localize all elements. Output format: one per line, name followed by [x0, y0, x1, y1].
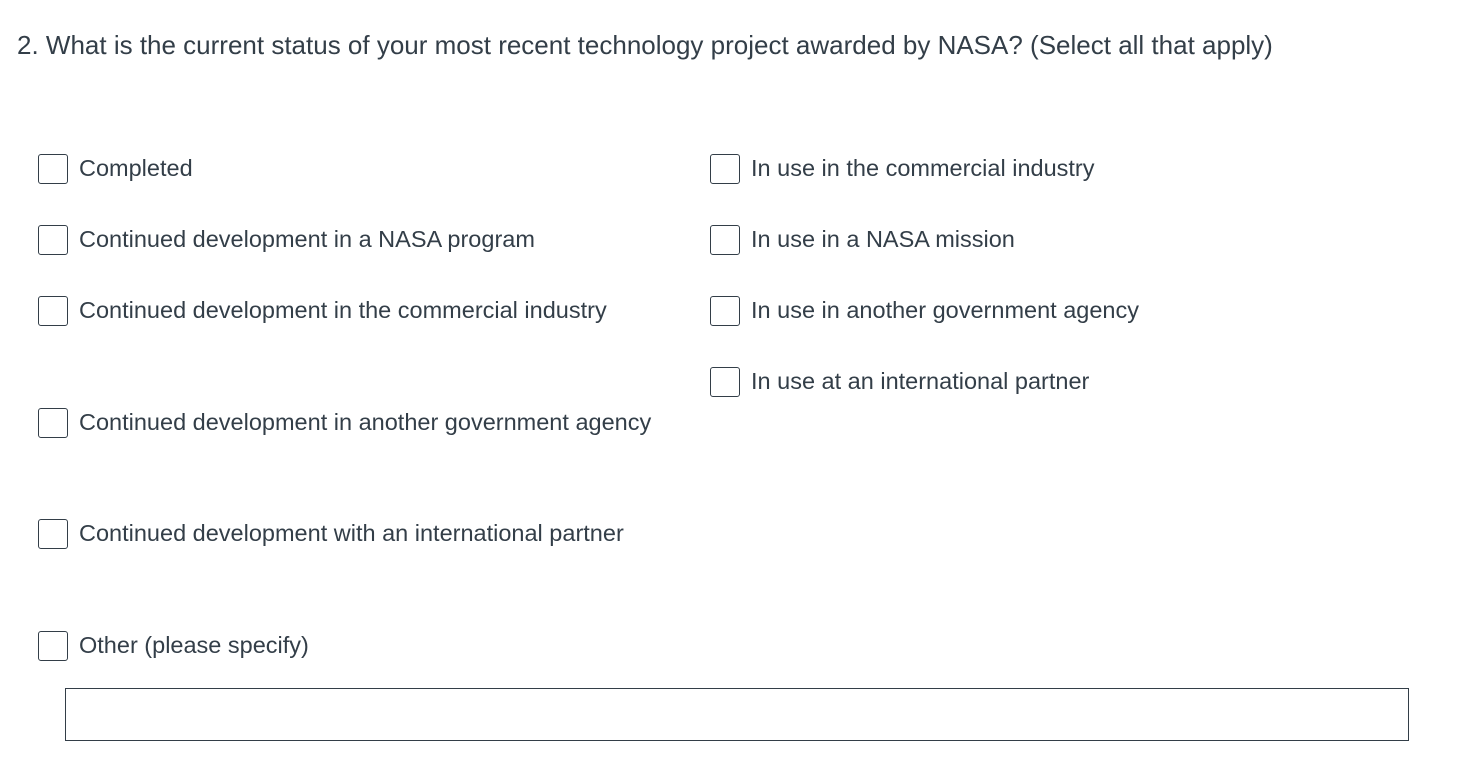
option-in-use-commercial[interactable]: In use in the commercial industry — [710, 154, 1451, 189]
checkbox[interactable] — [38, 225, 68, 255]
option-other[interactable]: Other (please specify) — [38, 631, 654, 666]
checkbox[interactable] — [38, 631, 68, 661]
option-label: In use in another government agency — [751, 297, 1140, 323]
checkbox[interactable] — [38, 408, 68, 438]
option-label: Continued development with an internatio… — [79, 520, 624, 546]
checkbox[interactable] — [38, 154, 68, 184]
option-completed[interactable]: Completed — [38, 154, 654, 189]
checkbox[interactable] — [710, 367, 740, 397]
checkbox[interactable] — [38, 519, 68, 549]
checkbox[interactable] — [38, 296, 68, 326]
checkbox[interactable] — [710, 225, 740, 255]
option-continued-commercial[interactable]: Continued development in the commercial … — [38, 296, 654, 331]
option-label: In use at an international partner — [751, 368, 1090, 394]
option-in-use-nasa-mission[interactable]: In use in a NASA mission — [710, 225, 1451, 260]
option-label: Continued development in a NASA program — [79, 226, 535, 252]
option-in-use-government-agency[interactable]: In use in another government agency — [710, 296, 1451, 331]
option-label: Continued development in the commercial … — [79, 297, 607, 323]
option-continued-international[interactable]: Continued development with an internatio… — [38, 519, 654, 554]
option-in-use-international[interactable]: In use at an international partner — [710, 367, 1451, 402]
option-label: Completed — [79, 155, 193, 181]
other-specify-input[interactable] — [65, 688, 1409, 741]
option-continued-nasa-program[interactable]: Continued development in a NASA program — [38, 225, 654, 260]
option-label: In use in the commercial industry — [751, 155, 1095, 181]
checkbox[interactable] — [710, 154, 740, 184]
option-continued-government-agency[interactable]: Continued development in another governm… — [38, 408, 654, 443]
checkbox[interactable] — [710, 296, 740, 326]
option-label: Continued development in another governm… — [79, 409, 652, 435]
option-label: Other (please specify) — [79, 632, 309, 658]
option-label: In use in a NASA mission — [751, 226, 1015, 252]
question-title: 2. What is the current status of your mo… — [17, 30, 1273, 60]
